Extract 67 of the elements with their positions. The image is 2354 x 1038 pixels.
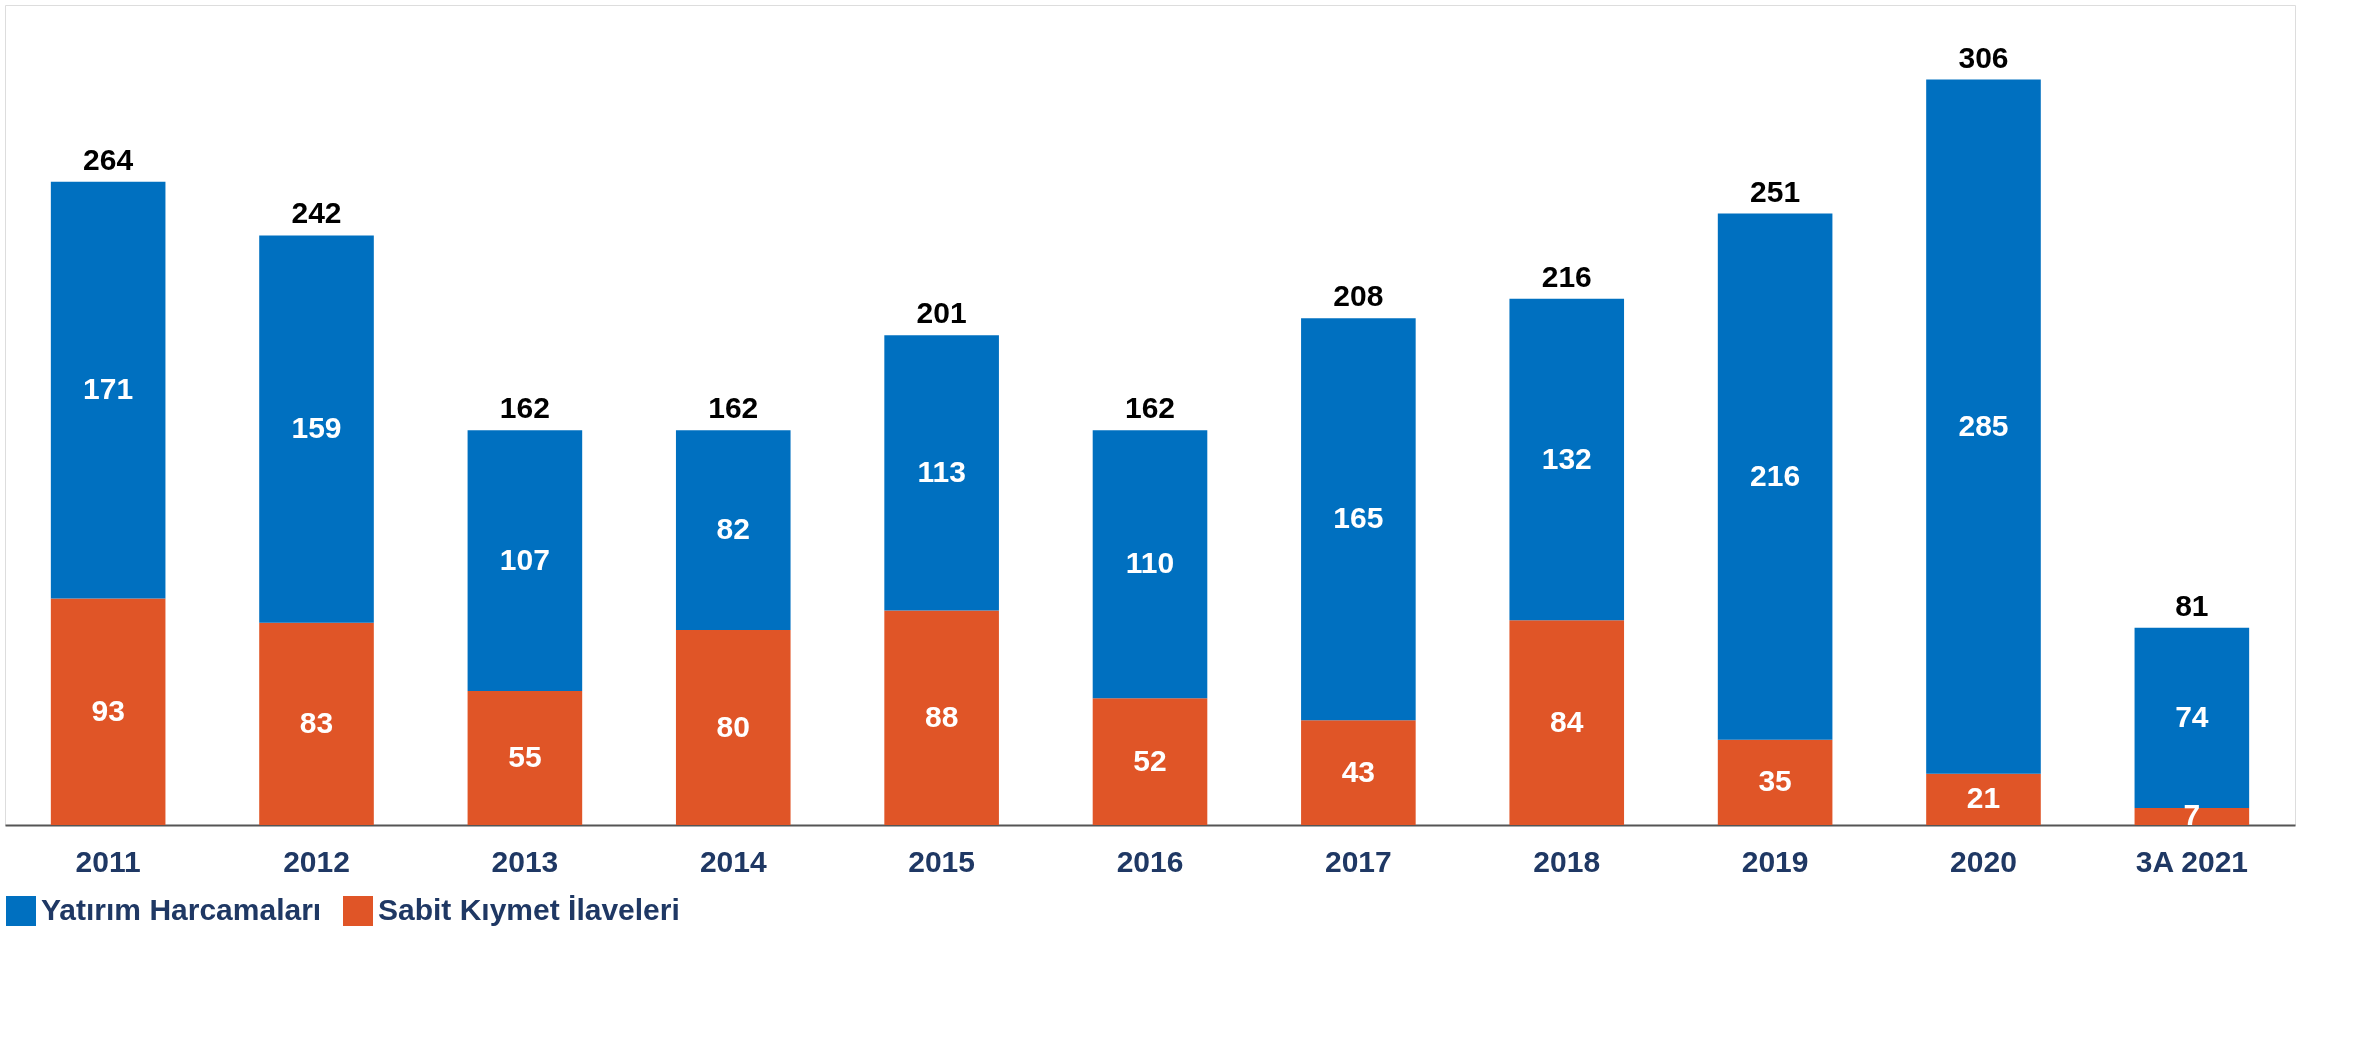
data-label: 83	[299, 705, 334, 739]
x-tick-label: 2020	[1950, 844, 2017, 878]
total-label: 216	[1541, 259, 1592, 293]
data-label: 113	[917, 454, 966, 488]
data-label: 285	[1958, 408, 2009, 442]
data-label: 7	[2183, 798, 2201, 832]
x-tick-label: 2013	[491, 844, 559, 878]
bar	[1301, 318, 1416, 721]
x-tick-label: 2014	[699, 844, 767, 878]
legend-label: Yatırım Harcamaları	[41, 893, 322, 926]
data-label: 93	[91, 693, 125, 727]
bar	[1301, 720, 1416, 825]
x-tick-label: 2019	[1741, 844, 1809, 878]
data-label: 159	[291, 411, 342, 445]
bar	[1717, 739, 1833, 825]
x-tick-label: 2015	[908, 844, 975, 878]
total-label: 162	[1124, 391, 1176, 425]
total-label: 162	[708, 391, 759, 425]
x-tick-label: 2012	[283, 844, 350, 878]
bar	[259, 235, 374, 623]
total-label: 162	[499, 391, 550, 425]
bar	[1926, 79, 2041, 774]
data-label: 35	[1758, 764, 1792, 798]
total-label: 264	[83, 142, 134, 176]
x-tick-label: 2011	[75, 844, 141, 878]
bar	[467, 430, 583, 692]
data-label: 74	[2175, 699, 2209, 733]
data-label: 165	[1333, 501, 1384, 535]
total-label: 201	[916, 296, 967, 330]
bar	[675, 630, 791, 825]
data-label: 52	[1133, 743, 1167, 777]
bar	[1092, 698, 1208, 825]
data-label: 216	[1750, 458, 1801, 492]
bar	[675, 430, 791, 631]
total-label: 81	[2175, 588, 2209, 622]
total-label: 251	[1750, 174, 1801, 208]
data-label: 21	[1966, 781, 2001, 815]
data-label: 43	[1341, 754, 1376, 788]
bar	[1509, 298, 1625, 621]
data-label: 84	[1550, 704, 1584, 738]
data-label: 80	[716, 709, 750, 743]
bar	[884, 610, 999, 825]
bar	[1092, 430, 1208, 699]
data-label: 55	[508, 740, 542, 774]
bar	[884, 335, 999, 611]
total-label: 306	[1958, 40, 2009, 74]
data-label: 171	[83, 372, 134, 406]
x-tick-label: 3A 2021	[2135, 844, 2249, 878]
data-label: 88	[924, 699, 959, 733]
total-label: 242	[291, 196, 342, 230]
bar	[467, 691, 583, 825]
bar	[259, 622, 374, 825]
data-label: 82	[716, 512, 750, 546]
bar	[50, 181, 166, 599]
bar	[1926, 773, 2041, 825]
bar	[2134, 807, 2250, 825]
x-tick-label: 2017	[1325, 844, 1392, 878]
total-label: 208	[1333, 279, 1384, 313]
data-label: 107	[499, 542, 550, 576]
x-tick-label: 2016	[1116, 844, 1184, 878]
bar	[1509, 620, 1625, 825]
data-label: 110	[1125, 546, 1175, 580]
x-tick-label: 2018	[1533, 844, 1601, 878]
bar	[1717, 213, 1833, 740]
legend-label: Sabit Kıymet İlaveleri	[378, 893, 680, 926]
bar	[50, 598, 166, 825]
data-label: 132	[1541, 441, 1592, 475]
